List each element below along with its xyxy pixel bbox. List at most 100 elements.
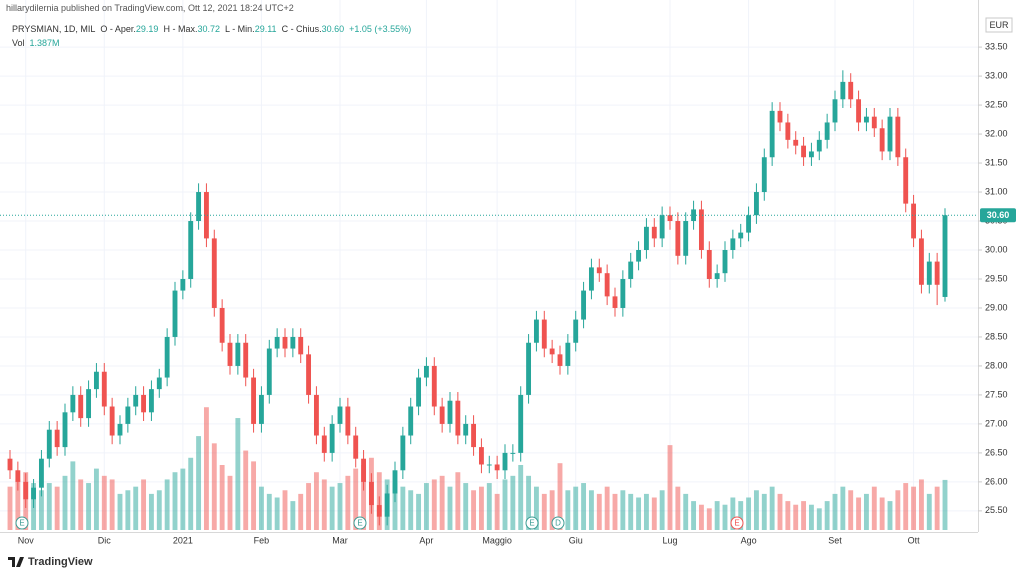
volume-bar: [706, 508, 712, 530]
candle-body: [675, 221, 681, 256]
candle-body: [306, 354, 312, 395]
candle-body: [856, 99, 862, 123]
candle-body: [219, 307, 225, 343]
candle-body: [761, 157, 767, 193]
volume-bar: [164, 479, 170, 530]
event-marker[interactable]: [730, 516, 744, 530]
candle-body: [266, 348, 272, 395]
candle-body: [361, 458, 367, 482]
x-tick-label: 2021: [173, 535, 193, 545]
volume-bar: [848, 490, 854, 530]
x-tick-label: Lug: [662, 535, 677, 545]
volume-bar: [353, 468, 359, 530]
volume-bar: [321, 479, 327, 530]
volume-value: 1.387M: [29, 38, 60, 48]
candle-body: [38, 458, 44, 488]
volume-bar: [172, 472, 178, 530]
candle-body: [384, 493, 390, 517]
legend: PRYSMIAN, 1D, MIL O - Aper.29.19 H - Max…: [12, 22, 411, 50]
volume-bar: [918, 479, 924, 530]
candle-body: [313, 394, 319, 436]
currency-box[interactable]: [985, 17, 1013, 33]
candle-body: [918, 238, 924, 285]
volume-bar: [777, 493, 783, 530]
candle-body: [455, 400, 461, 436]
y-tick-label: 31.50: [985, 157, 1008, 167]
volume-bar: [416, 493, 422, 530]
volume-bar: [596, 493, 602, 530]
candle-body: [133, 394, 139, 407]
candle-body: [392, 470, 398, 494]
event-label: E: [529, 519, 534, 528]
volume-bar: [698, 504, 704, 530]
candle-body: [510, 452, 516, 454]
y-tick-label: 29.50: [985, 273, 1008, 283]
volume-bar: [510, 475, 516, 530]
volume-bar: [746, 497, 752, 530]
change-pct: (+3.55%): [374, 24, 412, 34]
high-label: H - Max.: [163, 24, 198, 34]
candle-body: [816, 139, 822, 152]
candle-body: [706, 250, 712, 279]
volume-bar: [180, 468, 186, 530]
volume-bar: [494, 493, 500, 530]
volume-bar: [581, 483, 587, 530]
candle-body: [848, 81, 854, 100]
currency: EUR: [989, 20, 1009, 30]
candle-body: [408, 406, 414, 436]
candle-body: [612, 296, 618, 308]
candle-body: [549, 348, 555, 355]
volume-bar: [141, 479, 147, 530]
volume-bar: [62, 475, 68, 530]
candle-body: [769, 110, 775, 158]
event-marker[interactable]: [551, 516, 565, 530]
volume-bar: [502, 479, 508, 530]
ohlc-row: PRYSMIAN, 1D, MIL O - Aper.29.19 H - Max…: [12, 22, 411, 36]
open-value: 29.19: [135, 24, 159, 34]
last-price-label: 30.60: [987, 210, 1010, 220]
change: +1.05: [349, 24, 372, 34]
volume-bar: [345, 475, 351, 530]
y-tick-label: 26.00: [985, 476, 1008, 486]
volume-bar: [439, 475, 445, 530]
candle-body: [46, 429, 52, 459]
volume-bar: [15, 479, 21, 530]
volume-bar: [431, 479, 437, 530]
candle-body: [148, 389, 154, 413]
candle-body: [298, 336, 304, 355]
candle-body: [172, 290, 178, 337]
candle-body: [533, 319, 539, 343]
candle-body: [903, 157, 909, 204]
event-marker[interactable]: [353, 516, 367, 530]
candle-body: [211, 238, 217, 308]
publish-info: hillarydilernia published on TradingView…: [6, 3, 294, 13]
event-marker[interactable]: [525, 516, 539, 530]
candle-body: [746, 215, 752, 233]
x-tick-label: Ago: [741, 535, 757, 545]
volume-bar: [612, 493, 618, 530]
volume-bar: [722, 504, 728, 530]
x-tick-label: Feb: [254, 535, 270, 545]
candle-body: [290, 336, 296, 349]
candle-body: [934, 261, 940, 285]
candle-body: [376, 505, 382, 517]
candle-body: [824, 122, 830, 140]
volume-bar: [675, 486, 681, 530]
candle-body: [196, 192, 202, 222]
volume-bar: [651, 497, 657, 530]
candle-body: [604, 273, 610, 297]
volume-bar: [636, 497, 642, 530]
candle-body: [738, 232, 744, 239]
volume-bar: [86, 483, 92, 530]
candle-body: [329, 423, 335, 453]
volume-bar: [251, 461, 257, 530]
candle-body: [518, 394, 524, 453]
y-tick-label: 26.50: [985, 447, 1008, 457]
candle-body: [714, 273, 720, 279]
candle-body: [227, 342, 233, 366]
y-tick-label: 33.50: [985, 41, 1008, 51]
event-marker[interactable]: [15, 516, 29, 530]
candle-body: [557, 354, 563, 366]
volume-bar: [243, 450, 249, 530]
